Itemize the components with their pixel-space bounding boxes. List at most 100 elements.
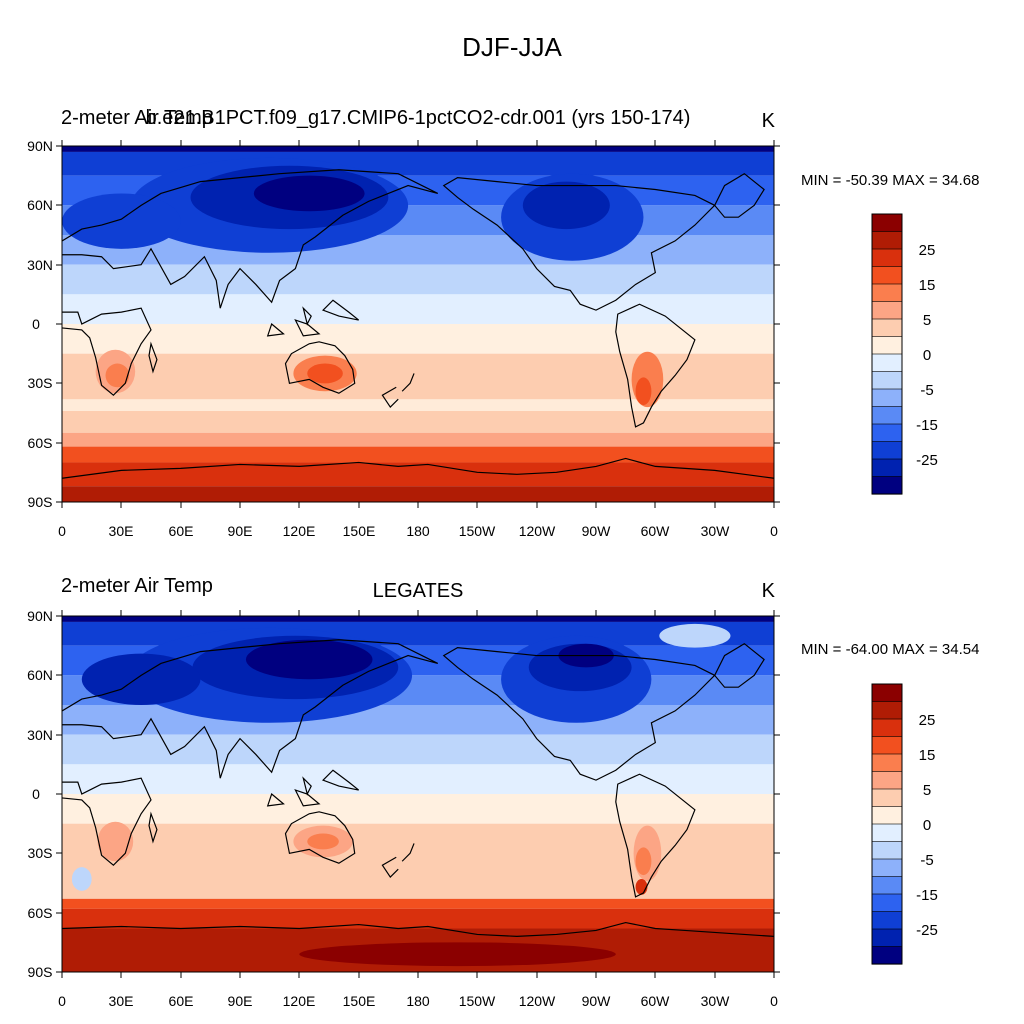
panel-2-map [61,615,775,973]
panel-1-lon-label: 90W [582,523,612,539]
panel-2-lon-label: 30E [109,993,134,1009]
panel-2-lat-label: 60S [28,905,53,921]
panel-2-colorbar-swatch [871,858,903,878]
panel-1-lat-label: 90S [28,494,53,510]
panel-2-colorbar-swatch [871,718,903,738]
panel-2-colorbar-tick: 5 [923,782,931,799]
panel-1-colorbar-swatch [871,476,903,495]
panel-2-colorbar-frame [871,683,903,965]
panel-1-lat-label: 60N [27,197,53,213]
panel-2-colorbar-swatch [871,841,903,860]
panel-1-lat-label: 0 [32,316,40,332]
panel-2-colorbar-swatch [871,823,903,843]
panel-1-center-title: b.e21.B1PCT.f09_g17.CMIP6-1pctCO2-cdr.00… [146,107,691,129]
panel-2-colorbar-swatch [871,753,903,773]
panel-1-colorbar-tick: 25 [919,242,936,259]
panel-2-colorbar-swatch [871,911,903,930]
panel-1-colorbar-swatch [871,301,903,320]
panel-1-lon-label: 60W [641,523,671,539]
panel-2-lon-label: 180 [406,993,430,1009]
panel-2-colorbar-tick: -15 [916,887,938,904]
panel-1-colorbar-swatch [871,406,903,425]
panel-1-lon-label: 180 [406,523,430,539]
panel-1-lat-axis: 90N 60N 30N 0 30S 60S 90S [27,138,53,510]
panel-2-colorbar-swatch [871,683,903,703]
panel-1-lon-label: 150W [459,523,496,539]
panel-1-temperature-field [62,146,774,502]
panel-1-lon-label: 30W [701,523,731,539]
panel-2-lon-label: 120E [283,993,316,1009]
panel-2-lon-label: 0 [770,993,778,1009]
panel-2-lat-label: 30S [28,845,53,861]
panel-1-coastlines [62,169,774,479]
panel-1-colorbar-tick: -5 [920,382,933,399]
panel-2-lon-label: 150W [459,993,496,1009]
figure-title: DJF-JJA [462,32,562,62]
panel-1-colorbar-swatch [871,353,903,373]
panel-1-lon-label: 120W [519,523,556,539]
panel-2-lon-label: 120W [519,993,556,1009]
panel-2-colorbar-swatch [871,701,903,720]
panel-1-lon-label: 0 [58,523,66,539]
panel-2-lon-label: 60E [169,993,194,1009]
panel-1-colorbar-swatch [871,388,903,408]
panel-1-colorbar: 25 15 5 0 -5 -15 -25 [871,213,938,495]
panel-1-colorbar-swatch [871,283,903,303]
panel-2-min-max: MIN = -64.00 MAX = 34.54 [801,641,979,658]
panel-1-colorbar-tick: -25 [916,452,938,469]
panel-2-colorbar-swatch [871,736,903,755]
panel-2-center-title: LEGATES [373,580,464,602]
panel-2-colorbar-swatch [871,946,903,965]
panel-2-colorbar-tick: 15 [919,747,936,764]
panel-2-lat-label: 90N [27,608,53,624]
panel-1-colorbar-swatch [871,213,903,233]
panel-1-colorbar-swatch [871,248,903,268]
panel-2-colorbar-tick: -25 [916,922,938,939]
panel-1-colorbar-swatch [871,423,903,443]
panel-1-colorbar-tick: 15 [919,277,936,294]
panel-1-map [61,145,775,503]
panel-2-colorbar-swatch [871,771,903,790]
panel-2-lat-label: 60N [27,667,53,683]
panel-1-lon-label: 30E [109,523,134,539]
panel-2-coastlines [62,639,774,937]
panel-2-colorbar-swatch [871,876,903,895]
panel-1-lon-axis: 0 30E 60E 90E 120E 150E 180 150W 120W 90… [58,523,778,539]
panel-1-colorbar-swatch [871,231,903,250]
panel-2-lat-label: 0 [32,786,40,802]
panel-2-lat-axis: 90N 60N 30N 0 30S 60S 90S [27,608,53,980]
panel-1-lon-label: 90E [228,523,253,539]
panel-2-colorbar-swatch [871,788,903,808]
panel-2-lon-label: 0 [58,993,66,1009]
panel-1-colorbar-swatch [871,336,903,355]
panel-2-lat-label: 30N [27,727,53,743]
panel-2-lon-label: 90E [228,993,253,1009]
panel-2-colorbar-swatch [871,928,903,948]
panel-1-lon-label: 0 [770,523,778,539]
panel-1-colorbar-frame [871,213,903,495]
panel-2-colorbar-tick: 25 [919,712,936,729]
panel-1-colorbar-tick: -15 [916,417,938,434]
panel-1-colorbar-swatch [871,371,903,390]
panel-2-left-title: 2-meter Air Temp [61,575,213,597]
panel-1-left-title: 2-meter Air Temp [61,107,213,129]
panel-1-min-max: MIN = -50.39 MAX = 34.68 [801,172,979,189]
panel-1-lon-label: 60E [169,523,194,539]
panel-2-colorbar-swatch [871,806,903,825]
panel-2-colorbar-tick: -5 [920,852,933,869]
panel-2: 2-meter Air Temp LEGATES K [27,575,979,1009]
panel-2-colorbar: 25 15 5 0 -5 -15 -25 [871,683,938,965]
panel-1-colorbar-swatch [871,441,903,460]
panel-2-colorbar-swatch [871,893,903,913]
panel-2-lon-label: 90W [582,993,612,1009]
panel-1-lon-label: 150E [343,523,376,539]
panel-1-lat-label: 90N [27,138,53,154]
panel-2-temperature-field [62,616,774,972]
panel-1-units: K [762,110,776,132]
panel-2-lon-label: 30W [701,993,731,1009]
panel-1-colorbar-swatch [871,318,903,338]
panel-2-lon-label: 60W [641,993,671,1009]
panel-1-colorbar-tick: 5 [923,312,931,329]
panel-1-colorbar-tick: 0 [923,347,931,364]
